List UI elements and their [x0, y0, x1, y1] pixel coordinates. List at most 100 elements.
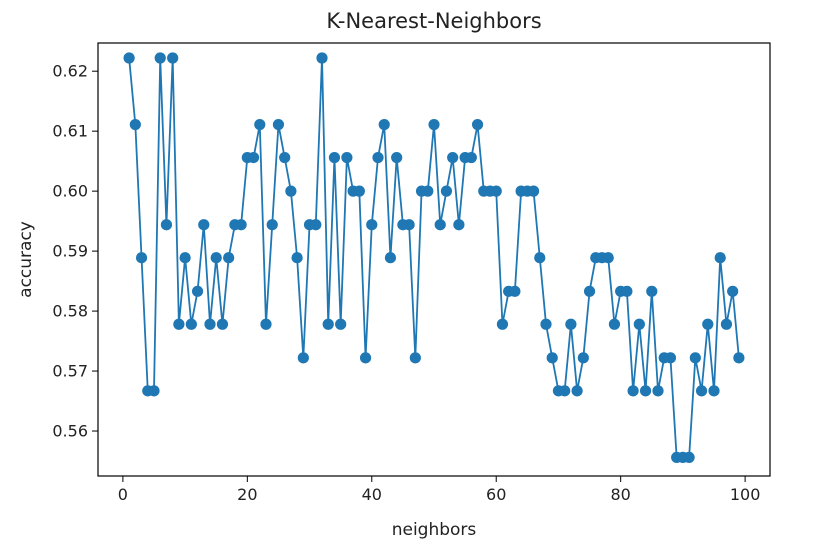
y-tick-label: 0.61: [52, 122, 88, 141]
chart-title: K-Nearest-Neighbors: [326, 9, 541, 33]
data-point: [490, 185, 502, 197]
data-point: [627, 385, 639, 397]
data-point: [602, 252, 614, 264]
data-point: [223, 252, 235, 264]
data-point: [297, 352, 309, 364]
data-point: [440, 185, 453, 197]
data-point: [285, 185, 297, 197]
data-point: [204, 318, 216, 330]
data-point: [608, 318, 621, 330]
data-point: [465, 151, 477, 164]
data-point: [621, 285, 633, 297]
data-point: [359, 352, 372, 364]
data-point: [733, 352, 745, 364]
data-point: [378, 118, 390, 131]
data-point: [353, 185, 365, 197]
y-tick-label: 0.59: [52, 242, 88, 261]
data-point: [633, 318, 645, 330]
data-point: [129, 118, 141, 131]
y-tick-label: 0.62: [52, 62, 88, 81]
data-point: [279, 151, 291, 164]
y-axis: 0.56 0.57 0.58 0.59 0.60 0.61 0.62: [52, 62, 98, 441]
data-point: [714, 252, 726, 264]
data-point: [272, 118, 285, 131]
data-point: [453, 219, 465, 231]
y-tick-label: 0.58: [52, 302, 88, 321]
data-point: [708, 385, 720, 397]
data-point: [322, 318, 334, 330]
x-tick-label: 20: [237, 485, 257, 504]
data-point: [154, 52, 166, 64]
data-point: [254, 118, 266, 131]
data-point: [123, 52, 135, 64]
data-point: [148, 385, 160, 397]
data-point: [639, 385, 652, 397]
data-point: [403, 219, 415, 231]
data-point: [571, 385, 583, 397]
data-point: [391, 151, 403, 164]
data-point: [179, 252, 191, 264]
data-point: [689, 352, 701, 364]
data-point: [577, 352, 589, 364]
data-point: [191, 285, 204, 297]
data-point: [565, 318, 577, 330]
data-point: [310, 219, 322, 231]
data-point: [540, 318, 552, 330]
data-point: [173, 318, 185, 330]
x-axis: 0 20 40 60 80 100: [118, 476, 761, 504]
series-accuracy: [123, 52, 745, 464]
data-point: [247, 151, 260, 164]
data-point: [720, 318, 733, 330]
data-point: [328, 151, 341, 164]
x-tick-label: 0: [118, 485, 128, 504]
plot-frame: [97, 42, 771, 477]
x-tick-label: 60: [486, 485, 506, 504]
data-point: [198, 219, 210, 231]
data-point: [260, 318, 272, 330]
data-point: [702, 318, 714, 330]
data-point: [496, 318, 509, 330]
data-point: [652, 385, 664, 397]
data-point: [583, 285, 596, 297]
data-point: [509, 285, 521, 297]
y-tick-label: 0.60: [52, 182, 88, 201]
data-point: [409, 352, 421, 364]
x-tick-label: 80: [610, 485, 630, 504]
data-point: [428, 118, 440, 131]
data-point: [341, 151, 353, 164]
data-point: [266, 219, 278, 231]
data-point: [235, 219, 247, 231]
data-point: [683, 451, 695, 464]
data-point: [695, 385, 708, 397]
data-point: [366, 219, 378, 231]
data-point: [384, 252, 397, 264]
data-point: [335, 318, 347, 330]
data-point: [316, 52, 328, 64]
data-point: [372, 151, 384, 164]
data-point: [185, 318, 197, 330]
x-tick-label: 40: [362, 485, 382, 504]
data-point: [527, 185, 540, 197]
data-point: [471, 118, 484, 131]
data-point: [434, 219, 446, 231]
data-point: [546, 352, 558, 364]
data-point: [559, 385, 571, 397]
data-point: [664, 352, 677, 364]
y-tick-label: 0.57: [52, 362, 88, 381]
data-point: [646, 285, 658, 297]
plot-area: [97, 42, 771, 477]
data-point: [727, 285, 739, 297]
data-point: [167, 52, 179, 64]
data-point: [210, 252, 222, 264]
x-axis-label: neighbors: [392, 520, 477, 540]
data-point: [135, 252, 148, 264]
data-point: [291, 252, 303, 264]
data-point: [216, 318, 229, 330]
data-point: [534, 252, 546, 264]
data-point: [447, 151, 459, 164]
y-axis-label: accuracy: [16, 221, 36, 298]
data-point: [422, 185, 434, 197]
x-tick-label: 100: [730, 485, 761, 504]
data-point: [160, 219, 173, 231]
